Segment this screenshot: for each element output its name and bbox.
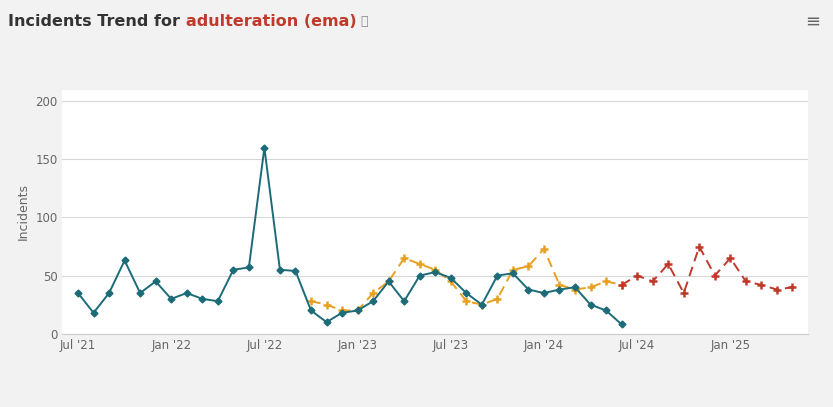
Text: Incidents Trend for: Incidents Trend for — [8, 14, 186, 29]
Text: adulteration (ema): adulteration (ema) — [186, 14, 357, 29]
Text: ≡: ≡ — [806, 13, 821, 31]
Y-axis label: Incidents: Incidents — [17, 183, 30, 240]
Text: ⓘ: ⓘ — [361, 15, 368, 28]
